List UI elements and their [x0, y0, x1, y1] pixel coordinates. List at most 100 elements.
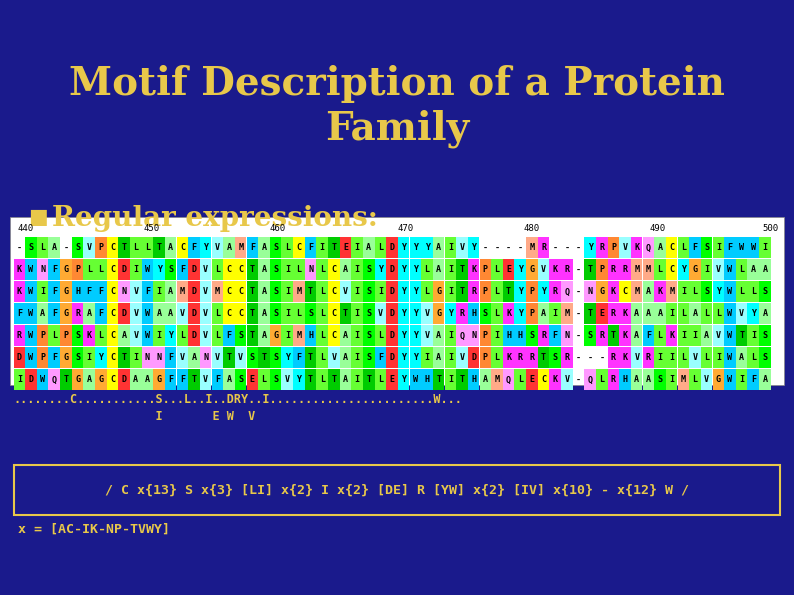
Text: V: V [704, 375, 709, 384]
Bar [701, 259, 712, 280]
Text: I: I [448, 287, 453, 296]
Bar [619, 303, 631, 324]
Text: A: A [762, 375, 768, 384]
Bar [363, 369, 375, 390]
Bar [95, 259, 106, 280]
Bar [538, 259, 549, 280]
Text: I: I [669, 375, 674, 384]
Text: K: K [634, 243, 639, 252]
Bar [549, 369, 561, 390]
Text: A: A [52, 243, 57, 252]
Bar [747, 325, 759, 346]
Bar [724, 303, 736, 324]
Text: G: G [156, 375, 162, 384]
Bar [130, 369, 141, 390]
Bar [515, 303, 526, 324]
Bar [712, 281, 724, 302]
Bar [607, 369, 619, 390]
Bar [480, 303, 491, 324]
Text: L: L [425, 265, 430, 274]
Bar [457, 259, 468, 280]
Bar [106, 281, 118, 302]
Bar [200, 237, 211, 258]
Text: F: F [215, 375, 220, 384]
Text: A: A [704, 331, 709, 340]
Bar [491, 303, 503, 324]
Text: D: D [121, 375, 127, 384]
Bar [701, 325, 712, 346]
Bar [515, 325, 526, 346]
Text: T: T [226, 353, 232, 362]
Text: K: K [17, 287, 21, 296]
Bar [584, 259, 596, 280]
Text: A: A [145, 375, 150, 384]
Bar [468, 303, 480, 324]
Text: V: V [285, 375, 290, 384]
Bar [631, 325, 642, 346]
Text: L: L [692, 375, 697, 384]
Bar [176, 281, 188, 302]
Bar [596, 325, 607, 346]
Bar [200, 325, 211, 346]
Bar [468, 259, 480, 280]
Text: V: V [203, 265, 208, 274]
Text: T: T [250, 331, 255, 340]
Bar [118, 325, 130, 346]
Text: V: V [739, 309, 744, 318]
Bar [422, 259, 433, 280]
Bar [422, 325, 433, 346]
Text: A: A [133, 375, 138, 384]
Text: L: L [320, 375, 325, 384]
Text: L: L [87, 265, 92, 274]
Text: F: F [646, 331, 651, 340]
Text: L: L [320, 331, 325, 340]
Bar [48, 281, 60, 302]
Bar [712, 325, 724, 346]
Text: F: F [17, 309, 21, 318]
Text: W: W [739, 243, 744, 252]
Text: L: L [681, 243, 686, 252]
Text: L: L [599, 375, 604, 384]
Text: L: L [296, 265, 302, 274]
Bar [13, 281, 25, 302]
Bar [689, 369, 701, 390]
Bar [445, 325, 456, 346]
Bar [118, 303, 130, 324]
Bar [375, 303, 386, 324]
Text: S: S [75, 353, 80, 362]
Text: W: W [727, 309, 733, 318]
Text: Y: Y [588, 243, 592, 252]
Bar [316, 347, 328, 368]
Bar [270, 347, 281, 368]
Text: T: T [308, 353, 313, 362]
Text: E: E [250, 375, 255, 384]
Text: Y: Y [518, 287, 522, 296]
Text: Q: Q [506, 375, 511, 384]
Bar [176, 237, 188, 258]
Text: R: R [518, 353, 522, 362]
Text: C: C [669, 265, 674, 274]
Text: Y: Y [425, 243, 430, 252]
Bar [352, 281, 363, 302]
Bar [363, 325, 375, 346]
Text: M: M [634, 287, 639, 296]
Text: S: S [704, 243, 709, 252]
Bar [422, 347, 433, 368]
Bar [270, 259, 281, 280]
Text: T: T [366, 375, 372, 384]
Bar [375, 347, 386, 368]
Text: I: I [87, 353, 92, 362]
Bar [422, 237, 433, 258]
Bar [410, 303, 421, 324]
Text: A: A [261, 287, 267, 296]
Text: G: G [599, 287, 604, 296]
Bar [223, 347, 235, 368]
Bar [316, 325, 328, 346]
Bar [701, 237, 712, 258]
Bar [118, 347, 130, 368]
Text: N: N [156, 353, 162, 362]
Bar [25, 259, 37, 280]
Text: T: T [588, 265, 592, 274]
Bar [596, 281, 607, 302]
Bar [457, 347, 468, 368]
